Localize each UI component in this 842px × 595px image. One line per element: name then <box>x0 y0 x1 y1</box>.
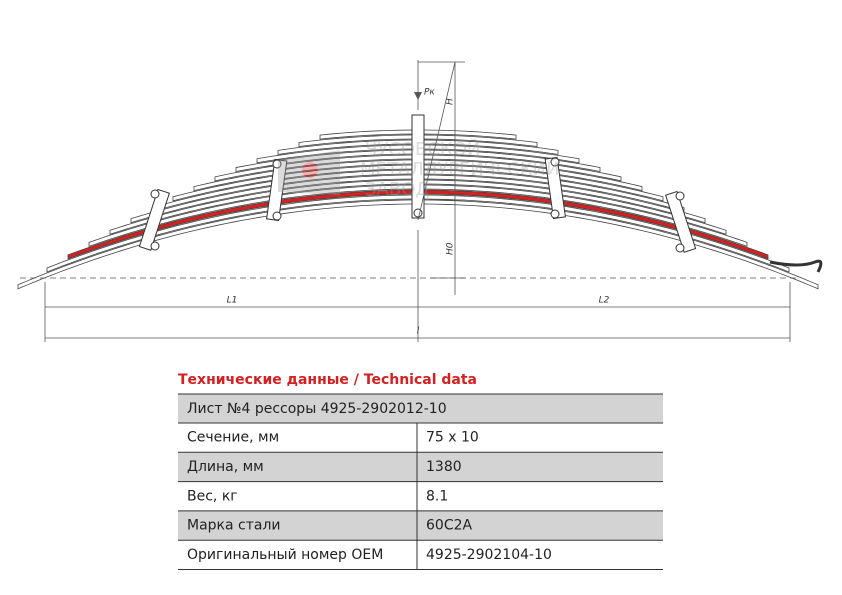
leaf <box>235 149 601 173</box>
length-left-label: L1 <box>227 296 238 306</box>
center-bolt <box>411 114 425 219</box>
watermark-line: МЕТАЛЛУРГИЧЕСКИЙ <box>360 158 560 180</box>
center-nut <box>413 208 423 218</box>
clamp-bolt <box>550 209 560 219</box>
row-bg <box>178 510 663 541</box>
spring-drawing <box>17 114 823 290</box>
cell-label: Длина, мм <box>187 459 264 475</box>
leaf <box>172 164 664 202</box>
clamp <box>665 190 697 253</box>
clamp <box>266 158 288 222</box>
watermark-line: ЧУСОВСКОЙ <box>365 138 480 160</box>
length-label: l <box>417 327 420 337</box>
cell-value: 1380 <box>426 459 462 475</box>
leaf <box>46 194 790 273</box>
clamp <box>544 156 566 220</box>
clamp-bolt <box>675 243 685 253</box>
watermark-line: ЗАВОД <box>365 179 429 200</box>
cell-label: Марка стали <box>187 518 281 534</box>
table-header: Лист №4 рессоры 4925-2902012-10 <box>187 401 447 417</box>
cell-label: Оригинальный номер OEM <box>187 547 383 563</box>
clamp-bolt <box>675 191 685 201</box>
table-title: Технические данные / Technical data <box>178 372 477 388</box>
length-right-label: L2 <box>599 296 610 306</box>
hook <box>769 259 823 273</box>
clamp-bolt <box>150 189 160 199</box>
height-label: H <box>446 98 456 105</box>
clamp-bolt <box>272 211 282 221</box>
leaf <box>193 159 643 192</box>
leaf <box>256 144 580 164</box>
leaf <box>214 154 622 182</box>
leaf <box>67 189 769 260</box>
cell-label: Сечение, мм <box>187 430 279 446</box>
cell-value: 75 x 10 <box>426 430 479 446</box>
row-bg <box>178 452 663 482</box>
cell-value: 8.1 <box>426 488 448 504</box>
clamp-bolt <box>272 159 282 169</box>
cell-value: 60С2А <box>426 518 472 534</box>
leaf <box>319 129 517 140</box>
table: Лист №4 рессоры 4925-2902012-10 Сечение,… <box>178 393 663 570</box>
height-free-label: H0 <box>446 242 456 255</box>
leaf <box>109 179 727 235</box>
cell-value: 4925-2902104-10 <box>426 547 552 563</box>
leaf <box>298 134 538 147</box>
clamp-bolt <box>150 241 160 251</box>
dimensions <box>20 60 800 342</box>
leaf <box>88 184 748 247</box>
watermark: ЧУСОВСКОЙ МЕТАЛЛУРГИЧЕСКИЙ ЗАВОД <box>278 138 560 200</box>
clamp-bolt <box>550 157 560 167</box>
cell-label: Вес, кг <box>187 488 238 504</box>
load-label: Pк <box>424 88 435 98</box>
clamp <box>138 188 170 251</box>
leaf <box>277 139 559 155</box>
header-row <box>178 394 663 423</box>
